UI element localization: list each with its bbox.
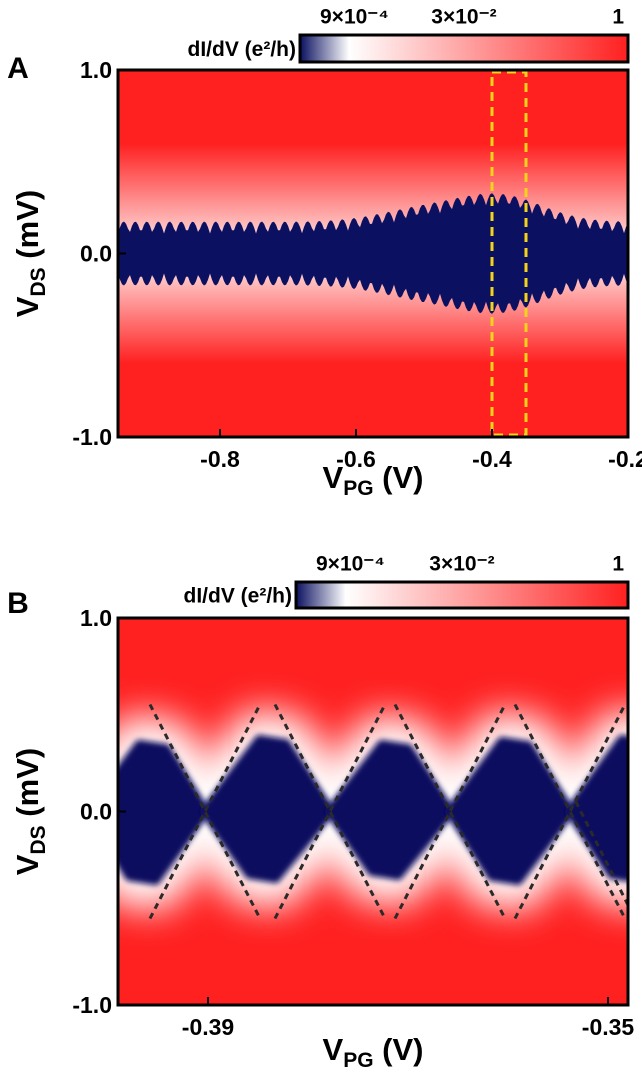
y-axis-label-unit: (mV) (10, 190, 45, 259)
fit-line (273, 703, 387, 920)
fit-line (513, 703, 627, 920)
y-axis-label-sub: DS (27, 825, 50, 854)
x-tick-label: -0.8 (200, 446, 240, 472)
colorbar-tick-label: 9×10⁻⁴ (320, 6, 389, 29)
x-tick-label: -0.39 (182, 1014, 234, 1040)
panel-label: B (7, 587, 29, 620)
y-axis-label: VDS (mV) (10, 190, 49, 317)
colorbar-label: dI/dV (e²/h) (188, 38, 297, 61)
x-tick-label: -0.4 (472, 446, 512, 472)
x-tick-label: -0.2 (608, 446, 642, 472)
x-axis-label: VPG (V) (323, 460, 424, 499)
y-axis-label-main: V (10, 296, 45, 317)
fit-line (273, 703, 387, 920)
y-axis-label: VDS (mV) (10, 748, 49, 875)
y-axis-label-main: V (10, 854, 45, 875)
panel-label: A (7, 52, 29, 85)
heatmap (118, 70, 628, 437)
y-axis-label-sub: DS (27, 267, 50, 296)
x-axis-label: VPG (V) (323, 1032, 424, 1071)
y-tick-label: -1.0 (72, 992, 112, 1018)
colorbar-tick-label: 1 (612, 553, 624, 576)
colorbar-tick-label: 1 (612, 6, 624, 29)
x-axis-label-main: V (323, 460, 344, 495)
y-tick-label: 1.0 (80, 605, 112, 631)
y-tick-label: -1.0 (72, 424, 112, 450)
highlight-box (490, 70, 528, 437)
blockade-region (118, 193, 628, 314)
colorbar-tick-label: 9×10⁻⁴ (316, 553, 385, 576)
colorbar-tick-label: 3×10⁻² (429, 553, 494, 576)
x-axis-label-sub: PG (343, 1049, 373, 1072)
x-tick-label: -0.6 (336, 446, 376, 472)
colorbar (294, 580, 630, 610)
y-tick-label: 1.0 (80, 57, 112, 83)
colorbar (298, 33, 630, 64)
y-axis-label-unit: (mV) (10, 748, 45, 817)
fit-line (573, 799, 628, 906)
fit-line (393, 703, 507, 920)
fit-line (513, 703, 627, 920)
fit-line (148, 703, 262, 920)
x-tick-label: -0.35 (582, 1014, 635, 1040)
colorbar-tick-label: 3×10⁻² (431, 6, 496, 29)
x-axis-label-unit: (V) (382, 1032, 423, 1067)
y-tick-label: 0.0 (80, 241, 112, 267)
colorbar-label: dI/dV (e²/h) (184, 585, 293, 608)
y-tick-label: 0.0 (80, 799, 112, 825)
x-axis-label-sub: PG (343, 477, 373, 500)
heatmap (118, 618, 628, 1005)
x-axis-label-unit: (V) (382, 460, 423, 495)
x-axis-label-main: V (323, 1032, 344, 1067)
fit-line (148, 703, 262, 920)
fit-line (393, 703, 507, 920)
